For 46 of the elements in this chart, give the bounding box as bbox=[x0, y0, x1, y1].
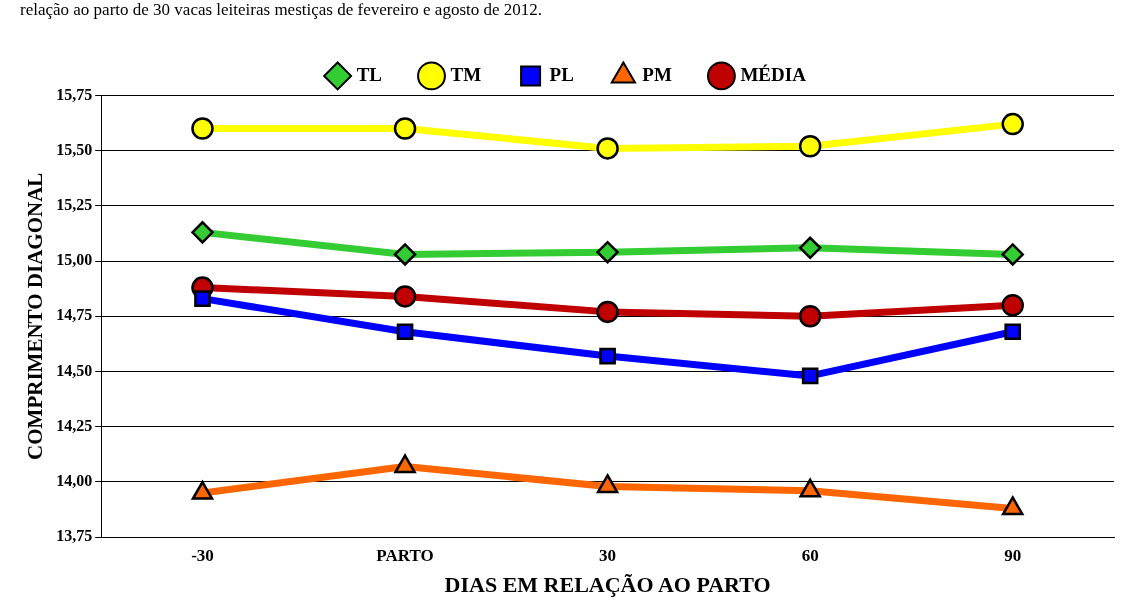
point bbox=[1001, 243, 1024, 266]
point bbox=[194, 290, 211, 307]
point bbox=[1004, 323, 1022, 341]
point bbox=[798, 134, 822, 158]
point bbox=[1001, 112, 1024, 136]
point bbox=[393, 117, 417, 140]
point bbox=[801, 367, 819, 385]
y-tick-label: 14,50 bbox=[56, 361, 93, 379]
point bbox=[393, 285, 417, 308]
legend-label: TM bbox=[450, 63, 482, 85]
point bbox=[799, 478, 821, 498]
chart-title: relação ao parto de 30 vacas leiteiras mestiças de fevereiro e agosto de 2012. bbox=[20, 0, 543, 19]
x-axis-title: DIAS EM RELAÇÃO AO PARTO bbox=[444, 572, 771, 598]
legend-label: TL bbox=[356, 63, 382, 85]
point bbox=[596, 240, 619, 264]
point bbox=[596, 300, 619, 324]
legend-label: PL bbox=[549, 63, 574, 85]
y-tick-label: 14,75 bbox=[56, 306, 93, 324]
x-tick-label: 90 bbox=[1004, 545, 1022, 565]
y-tick-label: 13,75 bbox=[56, 527, 93, 545]
point bbox=[596, 137, 619, 160]
point bbox=[599, 347, 616, 365]
point bbox=[394, 454, 416, 474]
y-tick-label: 15,50 bbox=[56, 140, 93, 158]
point bbox=[1001, 496, 1024, 516]
point bbox=[191, 117, 214, 140]
point bbox=[798, 305, 822, 328]
y-tick-label: 15,00 bbox=[56, 251, 93, 269]
point bbox=[596, 474, 619, 494]
point bbox=[798, 236, 822, 260]
y-tick-label: 15,75 bbox=[56, 85, 93, 103]
point bbox=[396, 323, 414, 341]
x-tick-label: 60 bbox=[801, 545, 819, 565]
y-axis-title: COMPRIMENTO DIAGONAL bbox=[23, 172, 48, 460]
legend-label: MÉDIA bbox=[740, 63, 807, 85]
point bbox=[191, 221, 214, 244]
x-tick-label: 30 bbox=[599, 545, 617, 565]
y-tick-label: 14,00 bbox=[56, 472, 93, 490]
point bbox=[393, 243, 417, 266]
legend-label: PM bbox=[642, 63, 672, 85]
x-tick-label: -30 bbox=[191, 545, 214, 565]
point bbox=[191, 480, 214, 500]
y-tick-label: 15,25 bbox=[56, 195, 93, 213]
x-tick-label: PARTO bbox=[376, 545, 434, 565]
point bbox=[1001, 294, 1024, 317]
y-tick-label: 14,25 bbox=[56, 416, 93, 434]
